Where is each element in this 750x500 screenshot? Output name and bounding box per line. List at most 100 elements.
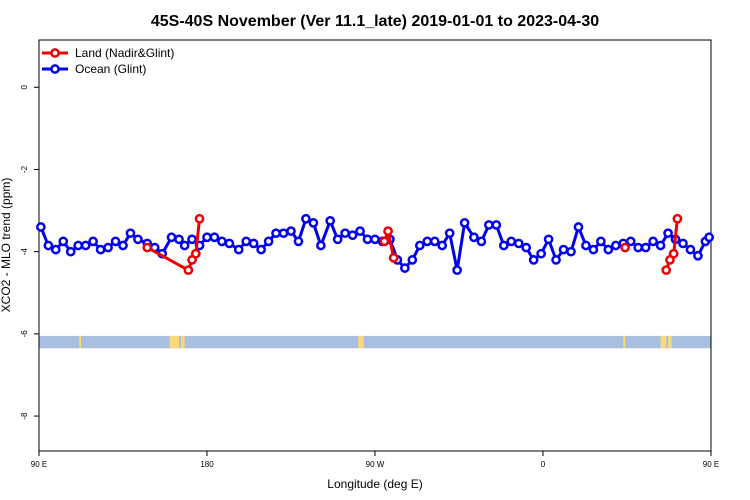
series-layer	[36, 213, 714, 276]
ocean-point	[663, 228, 673, 239]
land-mask-patch	[660, 335, 667, 349]
ocean-point	[362, 234, 373, 245]
ocean-point	[88, 236, 98, 247]
land-point	[190, 248, 201, 259]
ocean-point	[332, 234, 343, 245]
ocean-point	[603, 244, 614, 255]
ocean-point	[400, 263, 410, 273]
ocean-point	[551, 255, 561, 265]
ocean-point	[256, 244, 266, 255]
x-axis: 90 E 180 90 W 0 90 E	[31, 451, 719, 469]
ocean-point	[528, 255, 539, 265]
ocean-point	[498, 240, 509, 251]
ocean-point	[187, 234, 197, 245]
ocean-point	[625, 236, 636, 247]
ocean-point	[65, 246, 76, 257]
ocean-point	[704, 232, 714, 243]
ocean-point	[536, 248, 546, 259]
land-point	[142, 242, 153, 253]
ocean-point	[370, 234, 380, 245]
ocean-point	[422, 236, 433, 247]
ocean-point	[414, 240, 425, 251]
land-point	[661, 265, 672, 276]
ocean-point	[110, 236, 121, 247]
ocean-point	[166, 232, 177, 243]
land-mask-patch	[169, 335, 179, 349]
ocean-point	[248, 238, 259, 249]
ocean-point	[202, 232, 212, 243]
ocean-point	[133, 234, 143, 245]
ocean-point	[301, 213, 311, 224]
ocean-point	[80, 240, 91, 251]
ocean-point	[491, 220, 502, 230]
y-tick-label: -2	[20, 165, 29, 173]
ocean-point	[316, 240, 326, 251]
ocean-point	[655, 240, 666, 251]
y-axis: 0 -2 -4 -6 -8	[20, 84, 39, 420]
ocean-point	[241, 236, 252, 247]
ocean-point	[95, 244, 106, 255]
land-mask-patch	[668, 335, 672, 349]
land-point	[388, 252, 399, 263]
y-tick-label: -8	[20, 412, 29, 420]
land-ocean-mask-band	[39, 335, 711, 349]
x-tick-label: 90 W	[366, 460, 385, 469]
ocean-point	[36, 222, 46, 232]
ocean-point	[513, 238, 524, 249]
ocean-mask-strip	[39, 335, 711, 349]
ocean-point	[581, 240, 591, 251]
ocean-point	[429, 236, 440, 247]
ocean-point	[263, 236, 274, 247]
legend-item: Ocean (Glint)	[42, 62, 146, 76]
legend: Land (Nadir&Glint) Ocean (Glint)	[42, 46, 174, 76]
legend-swatch-marker	[50, 48, 60, 58]
ocean-point	[271, 228, 281, 239]
ocean-point	[407, 255, 418, 265]
x-tick-label: 90 E	[31, 460, 47, 469]
x-axis-label: Longitude (deg E)	[327, 477, 422, 491]
ocean-point	[209, 232, 220, 243]
ocean-point	[347, 230, 358, 241]
x-tick-label: 180	[200, 460, 214, 469]
land-mask-patch	[79, 335, 81, 349]
ocean-point	[588, 244, 599, 255]
x-tick-label: 0	[541, 460, 546, 469]
ocean-point	[633, 242, 644, 253]
ocean-point	[678, 238, 688, 249]
ocean-point	[286, 226, 296, 236]
ocean-point	[610, 240, 621, 251]
legend-label: Ocean (Glint)	[75, 62, 146, 76]
ocean-point	[648, 236, 658, 247]
ocean-point	[558, 244, 569, 255]
ocean-point	[103, 242, 113, 253]
ocean-point	[293, 236, 304, 247]
ocean-point	[217, 236, 227, 247]
legend-label: Land (Nadir&Glint)	[75, 46, 174, 60]
ocean-point	[521, 242, 532, 253]
land-point	[668, 248, 679, 259]
ocean-point	[469, 232, 479, 243]
ocean-point	[355, 226, 365, 236]
x-tick-label: 90 E	[703, 460, 719, 469]
ocean-point	[566, 246, 576, 257]
ocean-point	[325, 215, 336, 226]
y-tick-label: 0	[20, 84, 29, 89]
ocean-point	[596, 236, 606, 247]
ocean-point	[58, 236, 69, 247]
land-point	[194, 213, 205, 224]
ocean-point	[278, 228, 289, 239]
ocean-point	[476, 236, 487, 247]
land-point	[620, 242, 630, 253]
land-point	[379, 236, 390, 247]
land-mask-patch	[358, 335, 364, 349]
ocean-point	[543, 234, 554, 245]
ocean-point	[233, 244, 244, 255]
ocean-point	[437, 240, 448, 251]
y-tick-label: -6	[20, 330, 29, 338]
ocean-point	[43, 240, 54, 251]
ocean-point	[179, 240, 190, 251]
ocean-point	[573, 222, 584, 232]
land-mask-patch	[180, 335, 185, 349]
ocean-point	[685, 244, 696, 255]
